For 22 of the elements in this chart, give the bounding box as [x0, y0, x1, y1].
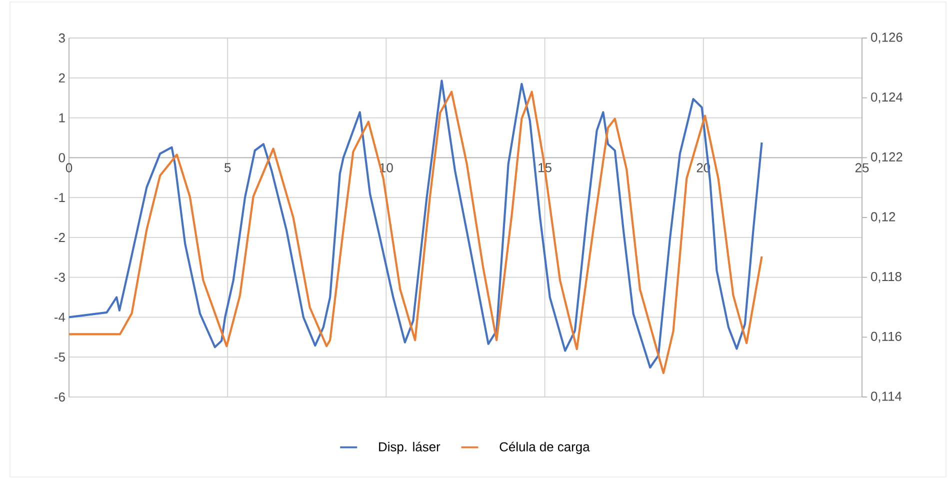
y-tick-label: 2 — [58, 73, 65, 82]
y2-tick-label: 0,126 — [871, 32, 902, 44]
y-tick-label: -1 — [54, 193, 65, 202]
y2-tick-label: 0,118 — [871, 272, 902, 283]
y-tick-label: 1 — [59, 113, 65, 122]
x-tick-label: 5 — [224, 163, 231, 172]
y2-tick-label: 0,12 — [871, 212, 896, 223]
legend-label: Célula de carga — [500, 442, 590, 454]
legend-label: Disp. láser — [379, 442, 440, 454]
y-tick-label: -6 — [54, 392, 65, 402]
y-tick-label: -5 — [54, 352, 65, 362]
y-tick-label: 0 — [58, 153, 65, 162]
y2-tick-label: 0,124 — [871, 92, 903, 104]
x-tick-label: 25 — [855, 163, 869, 172]
y-tick-label: -4 — [54, 312, 66, 322]
y2-tick-label: 0,122 — [871, 152, 902, 164]
y2-tick-label: 0,116 — [871, 332, 902, 343]
y-tick-label: -2 — [54, 232, 65, 242]
y-tick-label: 3 — [58, 33, 65, 43]
x-tick-label: 0 — [66, 163, 72, 172]
y2-tick-label: 0,114 — [871, 392, 902, 402]
y-tick-label: -3 — [54, 272, 65, 282]
